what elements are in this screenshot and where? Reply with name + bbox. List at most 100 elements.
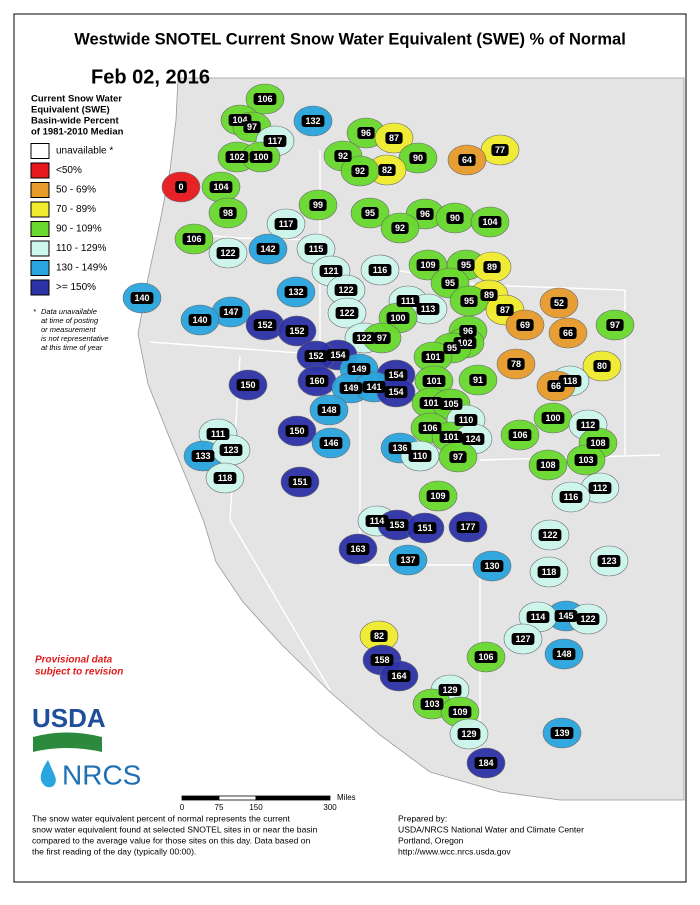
basin-label-box — [387, 670, 411, 682]
basin-label: 92 — [355, 166, 365, 176]
basin-label: 148 — [321, 405, 336, 415]
basin-label-box — [284, 286, 308, 298]
basin-label-box — [301, 115, 325, 127]
basin-label: 151 — [417, 523, 432, 533]
basin-label-box — [213, 472, 237, 484]
basin-label: 141 — [366, 382, 381, 392]
basin-label-box — [456, 521, 480, 533]
basin-label: 109 — [452, 707, 467, 717]
basin-label: 117 — [268, 136, 283, 146]
basin-label-box — [547, 380, 565, 392]
basin-label: 132 — [305, 116, 320, 126]
basin-label-box — [449, 451, 467, 463]
prepared-by: http://www.wcc.nrcs.usda.gov — [398, 846, 511, 856]
scale-segment — [255, 795, 331, 801]
basin-label-box — [384, 386, 408, 398]
basin-label-box — [416, 303, 440, 315]
basin-label-box — [413, 522, 437, 534]
basin-label-box — [368, 264, 392, 276]
basin-label-box — [483, 261, 501, 273]
basin-label-box — [586, 437, 610, 449]
basin-label-box — [422, 375, 446, 387]
basin-label: 89 — [484, 290, 494, 300]
basin-label: 158 — [374, 655, 389, 665]
basin-label-box — [593, 360, 611, 372]
basin-label: 103 — [424, 699, 439, 709]
basin-label-box — [385, 519, 409, 531]
basin-label: 136 — [392, 443, 407, 453]
basin-label: 106 — [186, 234, 201, 244]
basin-label-box — [219, 444, 243, 456]
basin-label: 164 — [391, 671, 406, 681]
basin-label-box — [365, 515, 389, 527]
basin-label-box — [225, 151, 249, 163]
basin-label: 101 — [426, 376, 441, 386]
basin-label: 95 — [461, 260, 471, 270]
basin-label-box — [219, 207, 237, 219]
basin-label: 115 — [309, 244, 324, 254]
basin-label-box — [409, 152, 427, 164]
basin-label: 137 — [400, 555, 415, 565]
basin-label-box — [469, 374, 487, 386]
basin-label-box — [460, 295, 478, 307]
date: Feb 02, 2016 — [91, 66, 210, 88]
basin-label: 116 — [373, 265, 388, 275]
basin-label: 129 — [461, 729, 476, 739]
basin-label: 140 — [134, 293, 149, 303]
basin-label: 64 — [462, 155, 472, 165]
basin-label-box — [209, 181, 233, 193]
basin-label-box — [550, 727, 574, 739]
basin-label-box — [256, 243, 280, 255]
basin-label: 97 — [377, 333, 387, 343]
basin-label: 114 — [531, 612, 546, 622]
basin-label: 87 — [500, 305, 510, 315]
basin-label-box — [285, 425, 309, 437]
logo-swoosh — [33, 732, 102, 752]
legend-swatch — [30, 240, 50, 257]
basin-label-box — [326, 349, 350, 361]
legend-swatch — [30, 279, 50, 296]
basin-label: 149 — [343, 383, 358, 393]
basin-label-box — [419, 397, 443, 409]
basin-label: 95 — [447, 343, 457, 353]
basin-label: 98 — [223, 208, 233, 218]
basin-label-box — [426, 490, 450, 502]
basin-label-box — [253, 93, 277, 105]
legend-swatch — [30, 260, 50, 276]
basin-label: 148 — [556, 649, 571, 659]
basin-label-box — [175, 181, 187, 193]
basin-label: 118 — [542, 567, 557, 577]
basin-label: 90 — [450, 213, 460, 223]
scale-unit: Miles — [337, 793, 356, 802]
basin-label: 95 — [464, 296, 474, 306]
basin-label-box — [480, 289, 498, 301]
basin-label-box — [421, 351, 445, 363]
basin-label-box — [526, 611, 550, 623]
legend-title: of 1981-2010 Median — [31, 127, 124, 138]
basin-label-box — [508, 429, 532, 441]
basin-label: 101 — [425, 352, 440, 362]
scale-segment — [218, 795, 257, 801]
scale-segment — [181, 795, 220, 801]
basin-label: 146 — [323, 438, 338, 448]
basin-label-box — [219, 306, 243, 318]
basin-label-box — [249, 151, 273, 163]
basin-label: 112 — [581, 420, 596, 430]
basin-label-box — [347, 363, 371, 375]
legend-swatch — [30, 221, 50, 237]
basin-label: 132 — [288, 287, 303, 297]
basin-label-box — [550, 297, 568, 309]
basin-label-box — [448, 706, 472, 718]
basin-label: 95 — [365, 208, 375, 218]
basin-label: 133 — [195, 451, 210, 461]
basin-label-box — [461, 433, 485, 445]
basin-label: 130 — [484, 561, 499, 571]
basin-label-box — [334, 284, 358, 296]
basin-label: 114 — [370, 516, 385, 526]
legend-note: * — [33, 307, 37, 316]
basin-label-box — [420, 698, 444, 710]
basin-label: 121 — [323, 266, 338, 276]
basin-label-box — [274, 218, 298, 230]
scale-label: 75 — [215, 803, 224, 812]
basin-label: 152 — [289, 326, 304, 336]
